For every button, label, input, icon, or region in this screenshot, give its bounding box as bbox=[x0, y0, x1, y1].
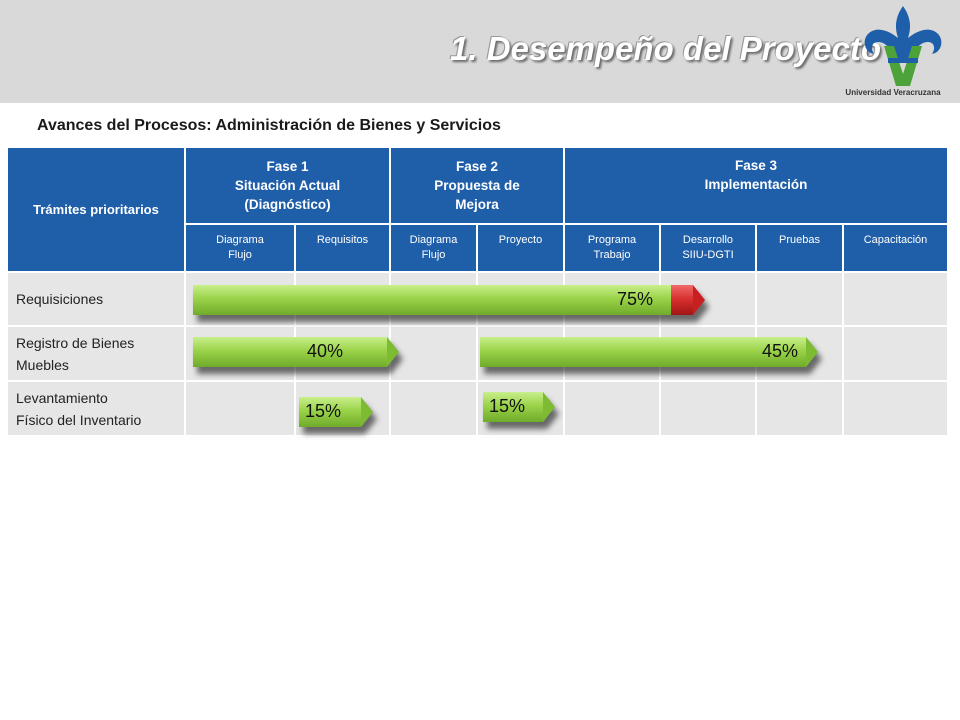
progress-bar-tip bbox=[387, 337, 399, 367]
progress-bar-fill bbox=[193, 337, 387, 367]
slide-title: 1. Desempeño del Proyecto bbox=[450, 30, 881, 67]
row-label-1: Requisiciones bbox=[7, 272, 185, 326]
table-cell bbox=[564, 381, 660, 436]
phase-header-3: Fase 3 Implementación bbox=[564, 147, 948, 224]
progress-bar-fill bbox=[299, 397, 361, 427]
progress-bar-tip bbox=[361, 397, 373, 427]
fleur-de-lis-v-icon bbox=[864, 6, 942, 86]
progress-bar-tip bbox=[693, 285, 705, 315]
progress-bar-tip bbox=[806, 337, 818, 367]
progress-bar: 45% bbox=[480, 337, 818, 367]
progress-bar-fill bbox=[480, 337, 806, 367]
subheader-2: Requisitos bbox=[295, 224, 390, 272]
progress-bar-fill bbox=[193, 285, 671, 315]
row-label-3: Levantamiento Físico del Inventario bbox=[7, 381, 185, 436]
subheader-4-line1: Proyecto bbox=[498, 234, 543, 246]
progress-label: 15% bbox=[305, 401, 342, 421]
table-cell bbox=[756, 272, 843, 326]
row-3-line1: Levantamiento bbox=[16, 389, 108, 406]
subheader-3-line2: Flujo bbox=[421, 249, 446, 261]
subheader-2-line1: Requisitos bbox=[316, 234, 369, 246]
subheader-1: Diagrama Flujo bbox=[185, 224, 295, 272]
table-cell bbox=[843, 381, 948, 436]
row-2-line1: Registro de Bienes bbox=[16, 334, 135, 351]
table-cell bbox=[843, 272, 948, 326]
progress-bar-fill bbox=[483, 392, 543, 422]
subheader-5-line1: Programa bbox=[587, 234, 637, 246]
progress-label: 15% bbox=[489, 396, 526, 416]
subheader-4: Proyecto bbox=[477, 224, 564, 272]
header-band bbox=[0, 0, 960, 103]
subheader-8-line1: Capacitación bbox=[863, 234, 928, 246]
row-label-2: Registro de Bienes Muebles bbox=[7, 326, 185, 381]
phase-header-1: Fase 1 Situación Actual (Diagnóstico) bbox=[185, 147, 390, 224]
phase-2-line3: Mejora bbox=[455, 197, 499, 212]
subheader-6: Desarrollo SIIU-DGTI bbox=[660, 224, 756, 272]
phase-header-2: Fase 2 Propuesta de Mejora bbox=[390, 147, 564, 224]
phase-2-title: Fase 2 bbox=[455, 159, 499, 174]
corner-header: Trámites prioritarios bbox=[7, 147, 185, 272]
progress-bar: 15% bbox=[483, 392, 555, 422]
progress-bar: 75% bbox=[193, 285, 705, 315]
subheader-6-line2: SIIU-DGTI bbox=[682, 249, 734, 261]
phase-2-line2: Propuesta de bbox=[434, 178, 520, 193]
progress-bar-tip bbox=[543, 392, 555, 422]
subheader-6-line1: Desarrollo bbox=[682, 234, 734, 246]
progress-label: 45% bbox=[762, 341, 799, 361]
phase-1-title: Fase 1 bbox=[266, 159, 309, 174]
subheader-7: Pruebas bbox=[756, 224, 843, 272]
phase-1-line2: Situación Actual bbox=[234, 178, 341, 193]
progress-bar: 15% bbox=[299, 397, 373, 427]
row-1-line1: Requisiciones bbox=[16, 291, 104, 307]
subheader-3: Diagrama Flujo bbox=[390, 224, 477, 272]
phase-3-line2: Implementación bbox=[704, 177, 808, 192]
subheader-1-line1: Diagrama bbox=[216, 234, 264, 246]
subheader-3-line1: Diagrama bbox=[409, 234, 458, 246]
progress-bar-remaining bbox=[671, 285, 693, 315]
corner-header-label: Trámites prioritarios bbox=[33, 202, 159, 217]
table-cell bbox=[390, 326, 477, 381]
subtitle: Avances del Procesos: Administración de … bbox=[37, 117, 501, 134]
progress-label: 75% bbox=[617, 289, 654, 309]
table-cell bbox=[660, 381, 756, 436]
subheader-7-line1: Pruebas bbox=[779, 234, 820, 246]
subheader-8: Capacitación bbox=[843, 224, 948, 272]
phase-3-title: Fase 3 bbox=[734, 158, 778, 173]
row-3-line2: Físico del Inventario bbox=[16, 411, 142, 428]
row-2-line2: Muebles bbox=[16, 356, 69, 373]
table-cell bbox=[390, 381, 477, 436]
table-cell bbox=[185, 381, 295, 436]
subheader-5-line2: Trabajo bbox=[593, 249, 631, 261]
university-name: Universidad Veracruzana bbox=[845, 88, 941, 97]
phase-1-line3: (Diagnóstico) bbox=[244, 197, 331, 212]
progress-label: 40% bbox=[307, 341, 344, 361]
progress-bar: 40% bbox=[193, 337, 399, 367]
subheader-1-line2: Flujo bbox=[228, 249, 252, 261]
table-cell bbox=[843, 326, 948, 381]
table-cell bbox=[756, 381, 843, 436]
subheader-5: Programa Trabajo bbox=[564, 224, 660, 272]
